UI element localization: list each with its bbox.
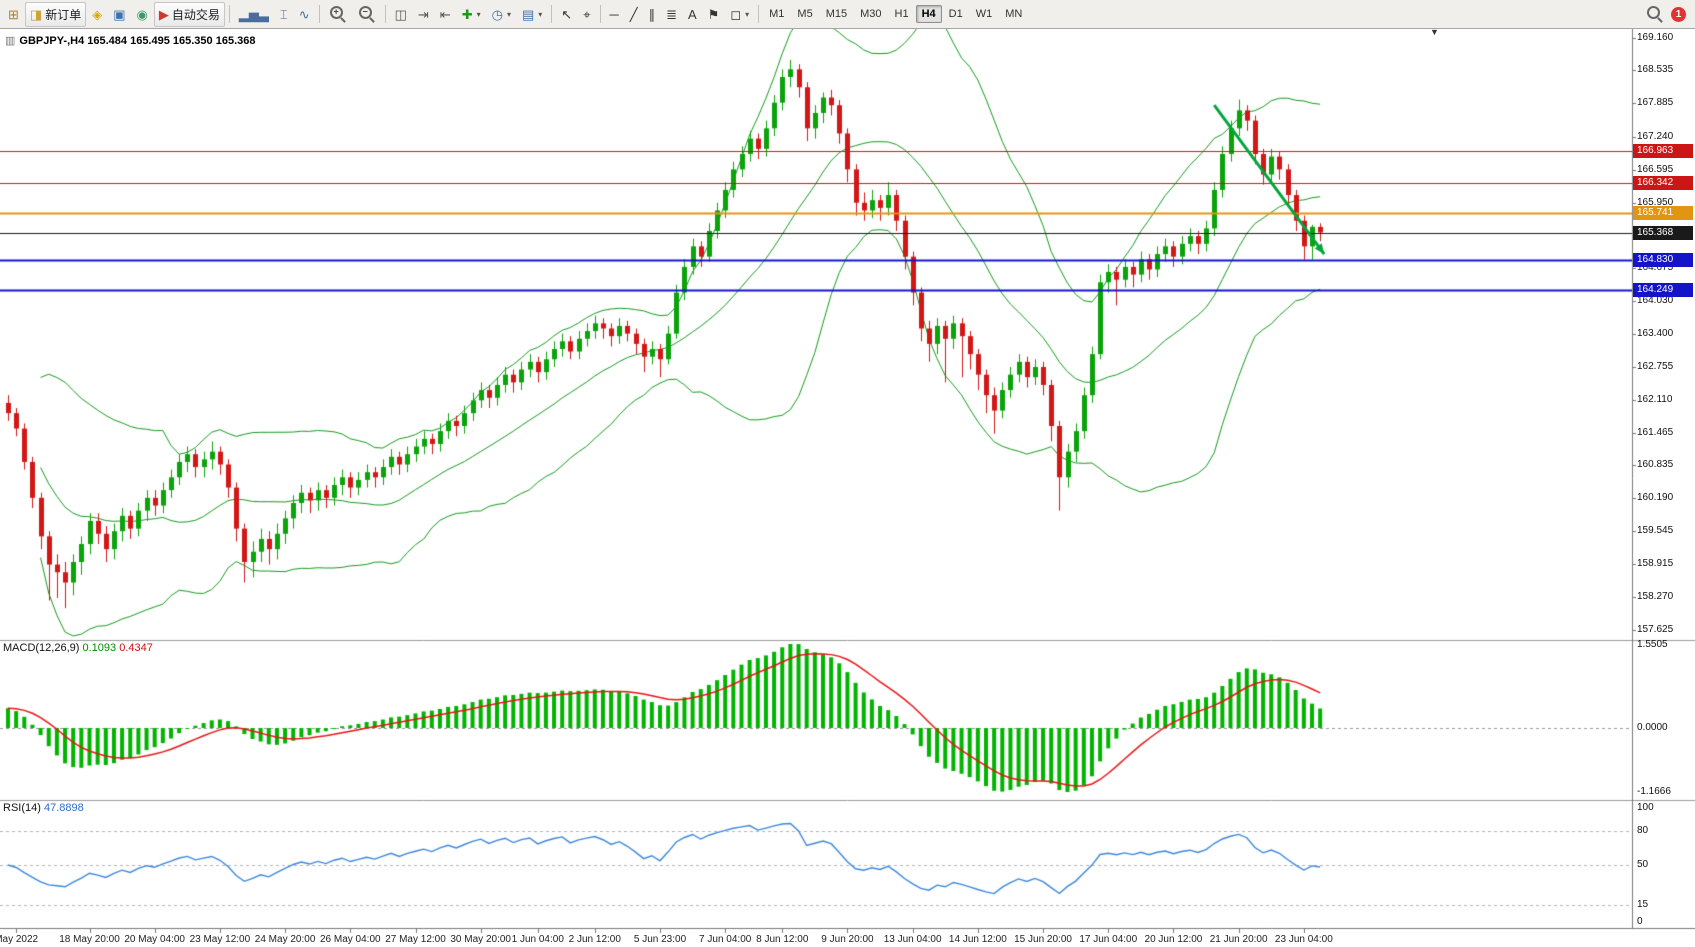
zoom-in-button[interactable]: + xyxy=(324,2,352,27)
zoom-in-icon: + xyxy=(329,5,343,19)
market-watch-button[interactable]: ▣ xyxy=(108,2,130,27)
web-community-button[interactable]: ◉ xyxy=(132,2,153,27)
shapes-icon: ◻ xyxy=(730,6,742,22)
line-chart-icon: ∿ xyxy=(298,6,310,22)
text-button[interactable]: A xyxy=(683,2,702,27)
timeframe-d1-button[interactable]: D1 xyxy=(948,8,963,20)
toolbar-right-group: 1 xyxy=(1646,5,1692,23)
candlestick-chart-icon: ⌶ xyxy=(279,6,288,22)
toolbar-separator xyxy=(228,5,230,23)
period-icon: ◷ xyxy=(491,6,503,22)
candlestick-chart-button[interactable]: ⌶ xyxy=(275,2,293,27)
chart-shift-button[interactable]: ⇤ xyxy=(435,2,456,27)
timeframe-m1-button[interactable]: M1 xyxy=(769,8,785,20)
new-order-icon: ◨ xyxy=(29,6,43,22)
period-button[interactable]: ◷ ▾ xyxy=(487,2,516,27)
toolbar-separator xyxy=(599,5,601,23)
chevron-down-icon: ▾ xyxy=(506,9,511,19)
fibonacci-icon: ≣ xyxy=(666,6,677,22)
template-icon: ▤ xyxy=(521,6,535,22)
auto-scroll-icon: ⇥ xyxy=(417,6,429,22)
history-center-button[interactable]: ◈ xyxy=(87,2,107,27)
timeframe-m15-button[interactable]: M15 xyxy=(825,8,848,20)
fibonacci-button[interactable]: ≣ xyxy=(661,2,682,27)
arrow-label-button[interactable]: ⚑ xyxy=(703,2,725,27)
add-indicator-icon: ✚ xyxy=(461,6,473,22)
horizontal-line-button[interactable]: ─ xyxy=(605,2,624,27)
timeframe-h1-button[interactable]: H1 xyxy=(894,8,909,20)
chart-window: ▥ GBPJPY-,H4 165.484 165.495 165.350 165.… xyxy=(0,27,1695,947)
history-center-icon: ◈ xyxy=(92,6,103,22)
new-order-label: 新订单 xyxy=(45,7,82,22)
trendline-button[interactable]: ╱ xyxy=(625,2,643,27)
template-button[interactable]: ▤ ▾ xyxy=(517,2,547,27)
line-chart-button[interactable]: ∿ xyxy=(294,2,315,27)
zoom-out-icon: − xyxy=(358,5,372,19)
notification-badge[interactable]: 1 xyxy=(1671,6,1686,22)
toolbar-separator xyxy=(384,5,386,23)
text-icon: A xyxy=(687,6,697,22)
horizontal-line-icon: ─ xyxy=(609,6,619,22)
chevron-down-icon: ▾ xyxy=(745,9,750,19)
arrow-label-icon: ⚑ xyxy=(707,6,720,22)
add-indicator-button[interactable]: ✚ ▾ xyxy=(457,2,486,27)
auto-trading-icon: ▶ xyxy=(158,6,169,22)
price-chart-canvas[interactable] xyxy=(0,29,1695,947)
new-chart-button[interactable]: ⊞ xyxy=(3,2,24,27)
shapes-button[interactable]: ◻ ▾ xyxy=(725,2,754,27)
equidistant-channel-button[interactable]: ∥ xyxy=(644,2,661,27)
tile-windows-button[interactable]: ◫ xyxy=(390,2,412,27)
equidistant-channel-icon: ∥ xyxy=(648,6,656,22)
toolbar-separator xyxy=(758,5,760,23)
toolbar-separator xyxy=(318,5,320,23)
new-order-button[interactable]: ◨ 新订单 xyxy=(24,1,87,27)
timeframe-mn-button[interactable]: MN xyxy=(1005,8,1023,20)
timeframe-m30-button[interactable]: M30 xyxy=(860,8,882,20)
auto-trading-label: 自动交易 xyxy=(171,7,220,22)
chevron-down-icon: ▾ xyxy=(538,9,543,19)
bar-chart-button[interactable]: ▂▅▃ xyxy=(234,2,274,27)
tile-windows-icon: ◫ xyxy=(394,6,407,22)
bar-chart-icon: ▂▅▃ xyxy=(238,6,269,22)
market-watch-icon: ▣ xyxy=(113,6,126,22)
auto-trading-button[interactable]: ▶ 自动交易 xyxy=(153,1,225,27)
auto-scroll-button[interactable]: ⇥ xyxy=(413,2,434,27)
crosshair-button[interactable]: ⌖ xyxy=(578,2,595,27)
main-toolbar: ⊞ ◨ 新订单 ◈ ▣ ◉ ▶ 自动交易 ▂▅▃ ⌶ ∿ + − ◫ ⇥ ⇤ ✚ ▾ ◷ ▾ ▤ ▾ ↖ ⌖ ─ ╱ ∥ ≣ A ⚑ ◻ ▾ M… xyxy=(0,0,1695,29)
timeframe-m5-button[interactable]: M5 xyxy=(797,8,813,20)
trendline-icon: ╱ xyxy=(629,6,638,22)
chevron-down-icon: ▾ xyxy=(476,9,481,19)
crosshair-icon: ⌖ xyxy=(583,6,591,22)
cursor-button[interactable]: ↖ xyxy=(556,2,577,27)
search-icon[interactable] xyxy=(1647,5,1660,19)
timeframe-h4-button[interactable]: H4 xyxy=(915,5,942,23)
new-chart-icon: ⊞ xyxy=(8,6,19,22)
chart-shift-icon: ⇤ xyxy=(439,6,451,22)
toolbar-separator xyxy=(551,5,553,23)
web-community-icon: ◉ xyxy=(136,6,148,22)
timeframe-w1-button[interactable]: W1 xyxy=(975,8,993,20)
zoom-out-button[interactable]: − xyxy=(353,2,381,27)
cursor-icon: ↖ xyxy=(561,6,573,22)
